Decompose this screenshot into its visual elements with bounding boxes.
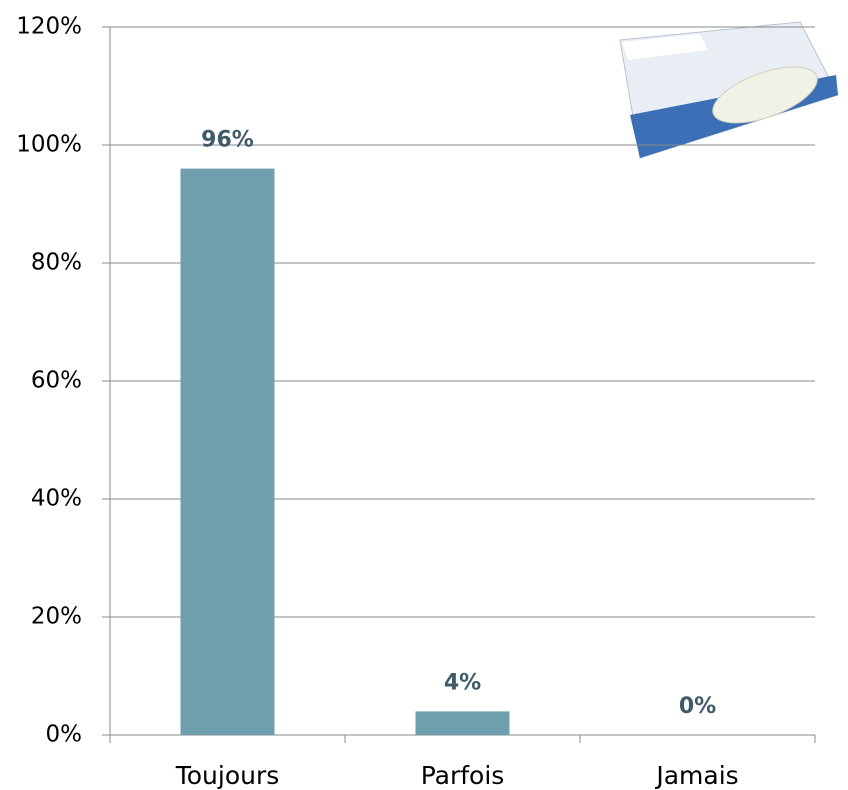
y-tick-label: 80%	[31, 250, 82, 276]
x-tick-label: Toujours	[175, 761, 280, 790]
y-tick-label: 40%	[31, 486, 82, 512]
value-label: 4%	[444, 670, 481, 695]
value-label: 96%	[201, 128, 254, 153]
y-tick-label: 60%	[31, 368, 82, 394]
y-tick-label: 100%	[16, 132, 82, 158]
x-tick-label: Parfois	[421, 761, 505, 790]
glove-box-picture	[619, 21, 839, 159]
bar	[415, 711, 510, 735]
y-tick-label: 120%	[16, 14, 82, 40]
bar	[180, 168, 275, 736]
y-tick-label: 20%	[31, 604, 82, 630]
x-tick-label: Jamais	[654, 761, 738, 790]
value-label: 0%	[679, 694, 716, 719]
y-tick-label: 0%	[46, 722, 83, 748]
